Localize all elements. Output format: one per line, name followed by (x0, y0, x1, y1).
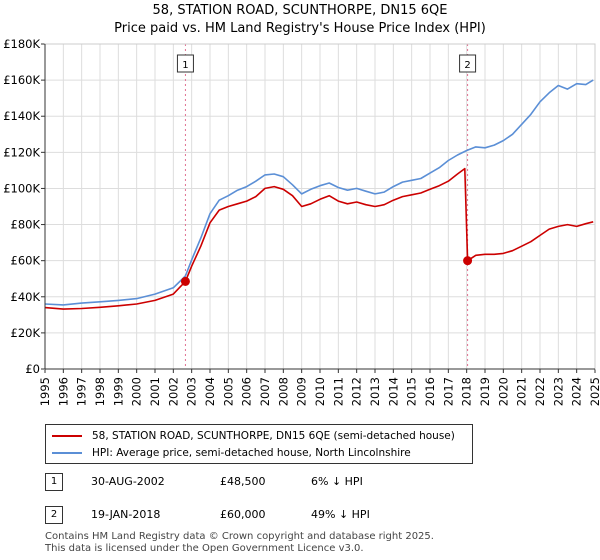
x-tick-label: 1998 (93, 377, 107, 406)
legend-label-hpi: HPI: Average price, semi-detached house,… (92, 447, 411, 459)
sale-points (180, 256, 473, 286)
x-tick-label: 1997 (75, 377, 89, 406)
x-tick-label: 2014 (386, 377, 400, 406)
x-tick-label: 2001 (148, 377, 162, 406)
series-line-hpi (44, 79, 594, 306)
sale-price: £48,500 (220, 475, 266, 488)
y-tick-label: £160K (3, 73, 40, 87)
x-tick-label: 2008 (276, 377, 290, 406)
legend: 58, STATION ROAD, SCUNTHORPE, DN15 6QE (… (45, 424, 473, 464)
y-tick-label: £0 (25, 362, 40, 376)
sale-marker-badge (176, 54, 194, 73)
axes: £0 £20K £40K £60K £80K £100K £120K £140K £160K £1… (3, 37, 600, 406)
legend-item-property: 58, STATION ROAD, SCUNTHORPE, DN15 6QE (… (52, 428, 455, 444)
x-tick-label: 2020 (496, 377, 510, 406)
y-tick-label: £100K (3, 181, 40, 195)
x-tick-label: 2009 (295, 377, 309, 406)
y-tick-label: £60K (11, 254, 41, 268)
sale-date: 19-JAN-2018 (91, 508, 161, 521)
x-tick-label: 2024 (570, 377, 584, 406)
x-tick-label: 1999 (111, 377, 125, 406)
x-tick-label: 2006 (240, 377, 254, 406)
series-lines (44, 79, 594, 310)
series-line-property (44, 167, 594, 310)
sale-date: 30-AUG-2002 (91, 475, 165, 488)
legend-swatch-hpi (52, 452, 82, 454)
x-tick-label: 2022 (533, 377, 547, 406)
y-tick-label: £80K (11, 218, 41, 232)
footer-copyright: Contains HM Land Registry data © Crown c… (45, 531, 434, 542)
sale-price: £60,000 (220, 508, 266, 521)
x-tick-label: 2004 (203, 377, 217, 406)
grid (44, 43, 596, 370)
sale-hpi-diff: 6% ↓ HPI (311, 475, 363, 488)
x-tick-label: 1995 (38, 377, 52, 406)
footer-licence: This data is licensed under the Open Gov… (45, 543, 364, 554)
x-tick-label: 2013 (368, 377, 382, 406)
x-tick-label: 2005 (221, 377, 235, 406)
chart-title: 58, STATION ROAD, SCUNTHORPE, DN15 6QE (152, 3, 448, 18)
sale-hpi-diff: 49% ↓ HPI (311, 508, 370, 521)
sale-badge: 2 (45, 506, 63, 524)
y-tick-label: £140K (3, 109, 40, 123)
x-tick-label: 2023 (551, 377, 565, 406)
legend-label-property: 58, STATION ROAD, SCUNTHORPE, DN15 6QE (… (92, 430, 455, 442)
x-tick-label: 2012 (350, 377, 364, 406)
x-tick-label: 2017 (441, 377, 455, 406)
x-tick-label: 2018 (460, 377, 474, 406)
sale-badge: 1 (45, 473, 63, 491)
sale-marker-label: 2 (464, 60, 470, 71)
x-tick-label: 2007 (258, 377, 272, 406)
y-tick-label: £20K (11, 326, 41, 340)
x-tick-label: 2019 (478, 377, 492, 406)
legend-swatch-property (52, 435, 82, 437)
y-tick-label: £180K (3, 37, 40, 51)
sale-point (463, 256, 473, 266)
sale-marker-badge (459, 54, 477, 73)
x-tick-label: 2010 (313, 377, 327, 406)
y-tick-label: £120K (3, 145, 40, 159)
x-tick-label: 2003 (185, 377, 199, 406)
x-tick-label: 1996 (56, 377, 70, 406)
x-tick-label: 2000 (130, 377, 144, 406)
y-tick-label: £40K (11, 290, 41, 304)
sale-point (180, 276, 190, 286)
legend-item-hpi: HPI: Average price, semi-detached house,… (52, 445, 411, 461)
x-tick-label: 2002 (166, 377, 180, 406)
x-tick-label: 2021 (515, 377, 529, 406)
sale-marker-label: 1 (182, 60, 188, 71)
chart-subtitle: Price paid vs. HM Land Registry's House … (114, 21, 486, 36)
x-tick-label: 2011 (331, 377, 345, 406)
x-tick-label: 2015 (405, 377, 419, 406)
x-tick-label: 2016 (423, 377, 437, 406)
x-tick-label: 2025 (588, 377, 600, 406)
